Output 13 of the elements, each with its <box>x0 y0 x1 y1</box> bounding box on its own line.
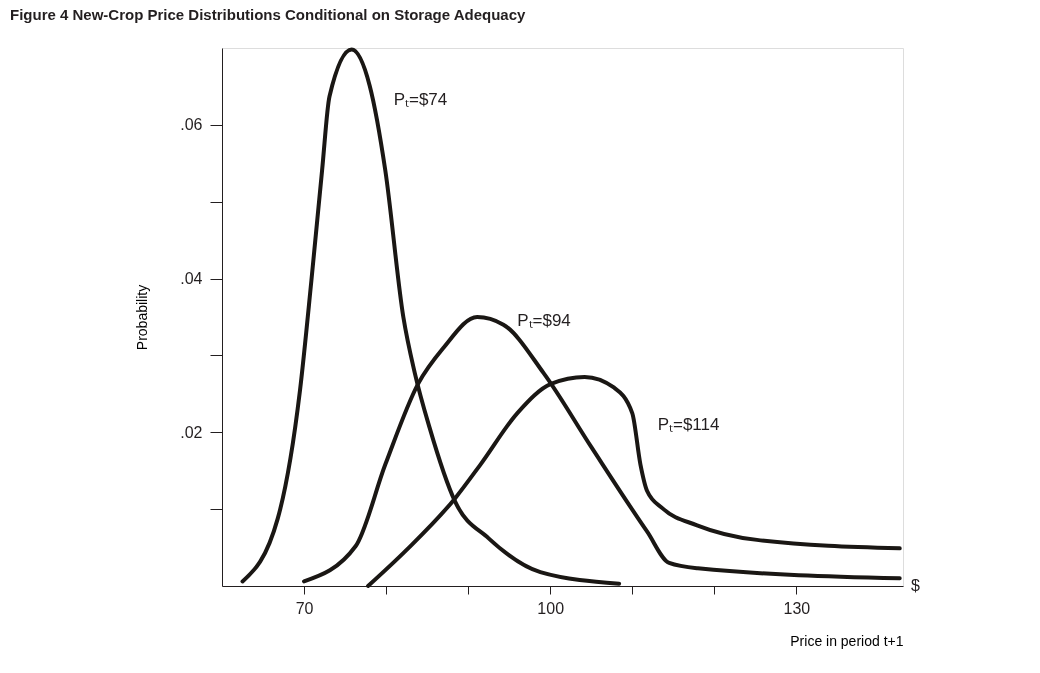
y-tick-label: .02 <box>180 423 203 441</box>
chart-title: Figure 4 New-Crop Price Distributions Conditional on Storage Adequacy <box>10 6 526 23</box>
x-tick-label: 100 <box>537 599 565 617</box>
y-tick-label: .04 <box>180 270 203 288</box>
series-label: Pₜ=$94 <box>517 311 571 330</box>
x-tick-label: 130 <box>783 599 811 617</box>
x-axis-title: Price in period t+1 <box>790 632 904 649</box>
series-label: Pₜ=$74 <box>393 89 448 109</box>
y-tick-label: .06 <box>180 116 203 134</box>
text: $ <box>911 577 920 594</box>
y-axis-title: Probability <box>134 284 151 351</box>
series-label: Pₜ=$114 <box>657 414 720 434</box>
x-tick-label: 70 <box>295 599 314 617</box>
